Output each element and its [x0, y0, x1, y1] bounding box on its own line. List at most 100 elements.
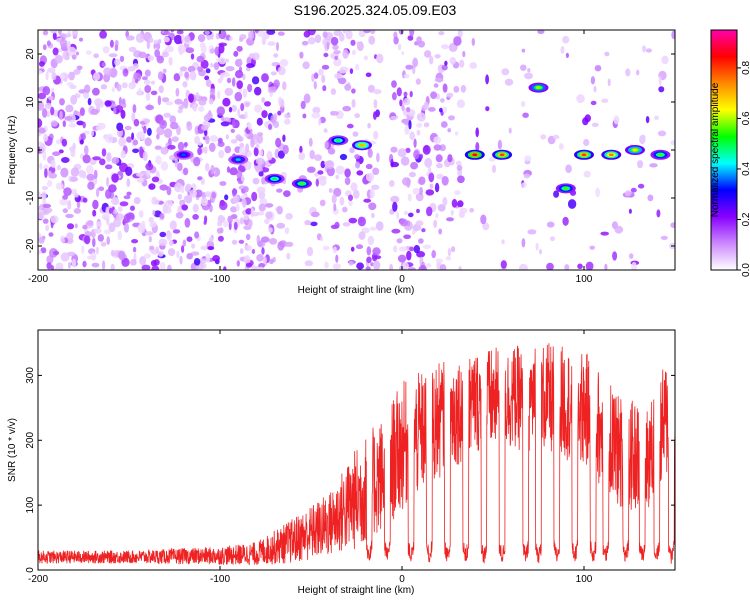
spectrogram-cell [82, 121, 86, 129]
spectrogram-cell [121, 82, 128, 89]
spectrogram-cell [190, 53, 195, 60]
spectrogram-cell [446, 92, 454, 98]
spectrogram-cell [453, 85, 460, 93]
spectrogram-cell [415, 220, 424, 227]
spectrogram-cell [348, 261, 354, 266]
spectrogram-cell [365, 266, 371, 270]
spectrogram-cell [235, 70, 244, 79]
spectrogram-cell [72, 30, 79, 38]
spectrogram-cell [113, 209, 118, 216]
spectrogram-cell [189, 70, 197, 81]
spectrogram-cell [350, 246, 355, 252]
spectrogram-cell [433, 219, 438, 228]
spectrogram-feature [181, 153, 187, 157]
y-tick-label: 0 [25, 147, 36, 153]
spectrogram-cell [150, 260, 157, 267]
spectrogram-cell [249, 53, 255, 59]
spectrogram-cell [256, 186, 266, 194]
spectrogram-cell [304, 260, 313, 267]
spectrogram-cell [145, 162, 154, 171]
spectrogram-cell [277, 150, 285, 159]
spectrogram-cell [251, 191, 258, 202]
snr-x-axis-label: Height of straight line (km) [298, 585, 415, 596]
spectrogram-cell [303, 93, 311, 104]
spectrogram-cell [67, 46, 77, 57]
spectrogram-cell [48, 170, 52, 176]
spectrogram-cell [171, 136, 179, 143]
spectrogram-cell [130, 259, 137, 266]
spectrogram-cell [488, 156, 496, 162]
spectrogram-cell [116, 122, 124, 132]
spectrogram-cell [132, 104, 137, 114]
spectrogram-cell [403, 119, 410, 126]
spectrogram-cell [408, 119, 412, 130]
spectrogram-cell [162, 204, 168, 214]
spectrogram-cell [238, 239, 245, 244]
spectrogram-cell [508, 127, 512, 134]
spectrogram-cell [64, 77, 68, 82]
spectrogram-cell [186, 121, 193, 131]
spectrogram-cell [393, 245, 398, 253]
spectrogram-cell [179, 70, 183, 77]
spectrogram-cell [396, 238, 403, 244]
spectrogram-cell [565, 164, 572, 173]
spectrogram-cell [321, 74, 326, 84]
spectrogram-cell [275, 137, 282, 148]
spectrogram-cell [267, 41, 276, 46]
spectrogram-cell [131, 112, 136, 122]
spectrogram-cell [350, 182, 358, 192]
spectrogram-cell [397, 148, 407, 158]
spectrogram-cell [100, 241, 107, 247]
spectrogram-cell [123, 213, 131, 223]
spectrogram-cell [158, 85, 164, 94]
snr-series-line [38, 343, 675, 566]
spectrogram-cell [460, 84, 467, 93]
spectrogram-cell [311, 112, 321, 119]
spectrogram-cell [441, 64, 448, 71]
spectrogram-cell [355, 63, 360, 71]
spectrogram-cell [524, 155, 532, 162]
spectrogram-cell [352, 50, 356, 55]
spectrogram-cell [126, 191, 132, 196]
spectrogram-cell [335, 254, 339, 263]
spectrogram-cell [415, 78, 421, 85]
spectrogram-cell [389, 180, 395, 187]
y-tick-label: 0 [25, 567, 36, 573]
spectrogram-cell [128, 81, 136, 90]
spectrogram-cell [367, 84, 375, 93]
spectrogram-cell [390, 161, 400, 168]
spectrogram-cell [268, 227, 273, 233]
spectrogram-cell [153, 39, 159, 45]
spectrogram-cell [144, 231, 154, 236]
spectrogram-cell [308, 137, 313, 147]
spectrogram-cell [334, 221, 340, 229]
spectrogram-cell [393, 36, 399, 45]
spectrogram-y-axis-label: Frequency (Hz) [7, 116, 18, 185]
spectrogram-cell [175, 212, 184, 219]
spectrogram-cell [322, 85, 327, 92]
spectrogram-cell [71, 54, 77, 60]
colorbar-tick-label: 0.4 [741, 162, 750, 176]
spectrogram-cell [373, 99, 378, 109]
spectrogram-cell [101, 213, 110, 220]
spectrogram-cell [368, 202, 377, 211]
spectrogram-cell [194, 189, 203, 198]
spectrogram-cell [357, 216, 366, 227]
spectrogram-cell [82, 154, 91, 164]
spectrogram-cell [41, 191, 47, 201]
spectrogram-cell [445, 256, 452, 261]
spectrogram-cell [126, 178, 131, 188]
spectrogram-cell [266, 30, 276, 35]
spectrogram-cell [257, 211, 265, 216]
spectrogram-cell [91, 262, 100, 268]
spectrogram-cell [404, 210, 408, 216]
spectrogram-cell [48, 232, 54, 237]
spectrogram-cell [356, 41, 361, 46]
spectrogram-cell [142, 151, 148, 162]
spectrogram-cell [38, 236, 45, 244]
spectrogram-cell [133, 197, 141, 205]
spectrogram-cell [352, 131, 359, 137]
spectrogram-cell [46, 40, 52, 47]
spectrogram-cell [207, 199, 212, 207]
